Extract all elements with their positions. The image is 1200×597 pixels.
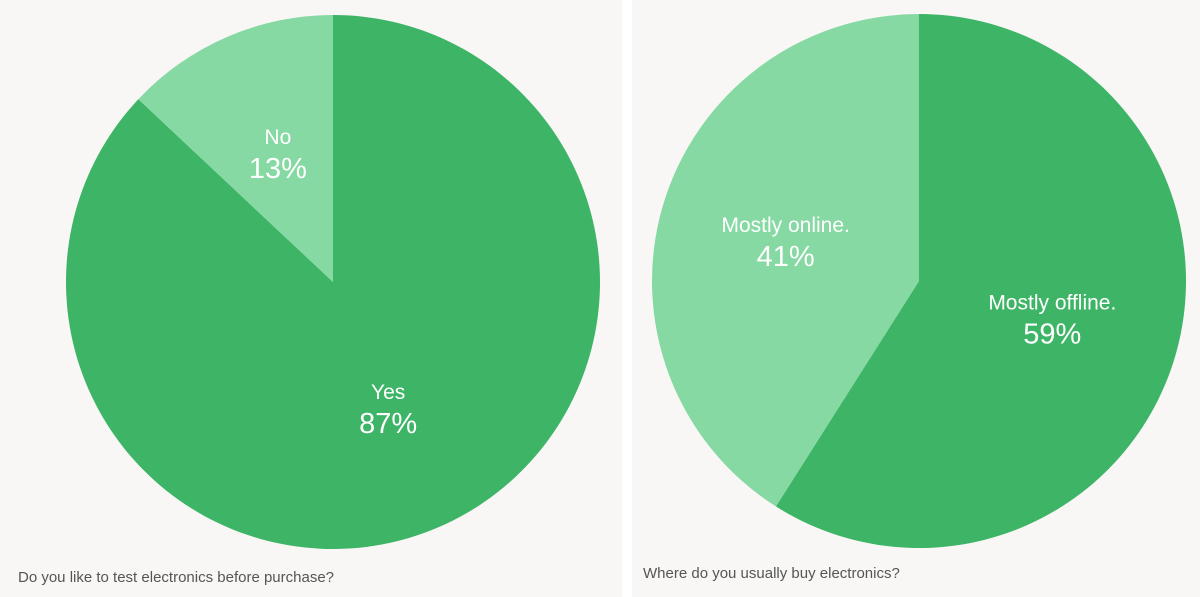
chart-caption: Where do you usually buy electronics? (643, 565, 900, 582)
pie-slice (138, 15, 333, 282)
pie-slice (65, 15, 600, 549)
pie-slice (652, 14, 919, 507)
chart-caption: Do you like to test electronics before p… (18, 569, 334, 586)
slice-value-label: 13% (249, 153, 307, 185)
slice-value-label: 87% (359, 408, 417, 440)
slice-label: Yes (371, 381, 405, 404)
slice-label: Mostly offline. (988, 291, 1116, 314)
slice-label: No (264, 126, 291, 149)
slice-label: Mostly online. (721, 214, 849, 237)
slice-value-label: 59% (1023, 318, 1081, 350)
pie-slice (775, 14, 1186, 548)
slice-value-label: 41% (757, 241, 815, 273)
